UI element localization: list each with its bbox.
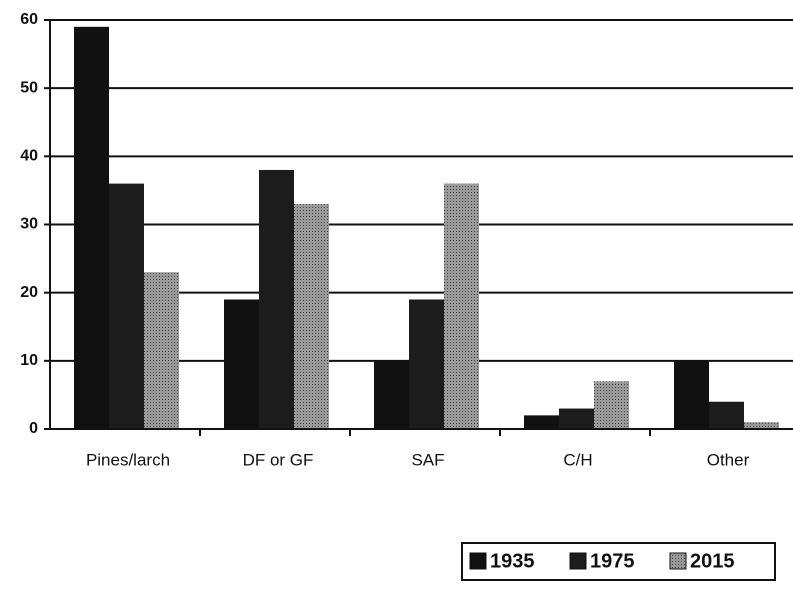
legend-label: 2015: [690, 550, 735, 572]
bar: [524, 415, 559, 429]
legend-swatch: [569, 552, 587, 570]
bar: [594, 381, 629, 429]
bar: [224, 299, 259, 429]
bar: [109, 183, 144, 429]
bar: [409, 299, 444, 429]
bar: [259, 169, 294, 429]
bar: [674, 360, 709, 429]
bar: [709, 401, 744, 429]
x-tick-label: SAF: [411, 450, 444, 469]
legend-label: 1935: [490, 550, 535, 572]
y-tick-label: 30: [20, 216, 38, 233]
y-tick-label: 20: [20, 284, 38, 301]
y-tick-label: 0: [29, 420, 38, 437]
legend-label: 1975: [590, 550, 635, 572]
bar: [74, 26, 109, 430]
bar: [444, 183, 479, 429]
legend-box: [461, 542, 776, 581]
y-tick-label: 50: [20, 79, 38, 96]
x-tick-label: C/H: [563, 450, 592, 469]
bar: [144, 272, 179, 429]
bar: [744, 422, 779, 429]
x-tick-label: Other: [707, 450, 750, 469]
bar: [374, 360, 409, 429]
bar: [294, 204, 329, 429]
x-tick-label: DF or GF: [243, 450, 314, 469]
y-tick-label: 40: [20, 148, 38, 165]
bar: [559, 408, 594, 429]
y-tick-label: 60: [20, 11, 38, 28]
legend-swatch: [669, 552, 687, 570]
legend-swatch: [469, 552, 487, 570]
y-tick-label: 10: [20, 352, 38, 369]
x-tick-label: Pines/larch: [86, 450, 170, 469]
